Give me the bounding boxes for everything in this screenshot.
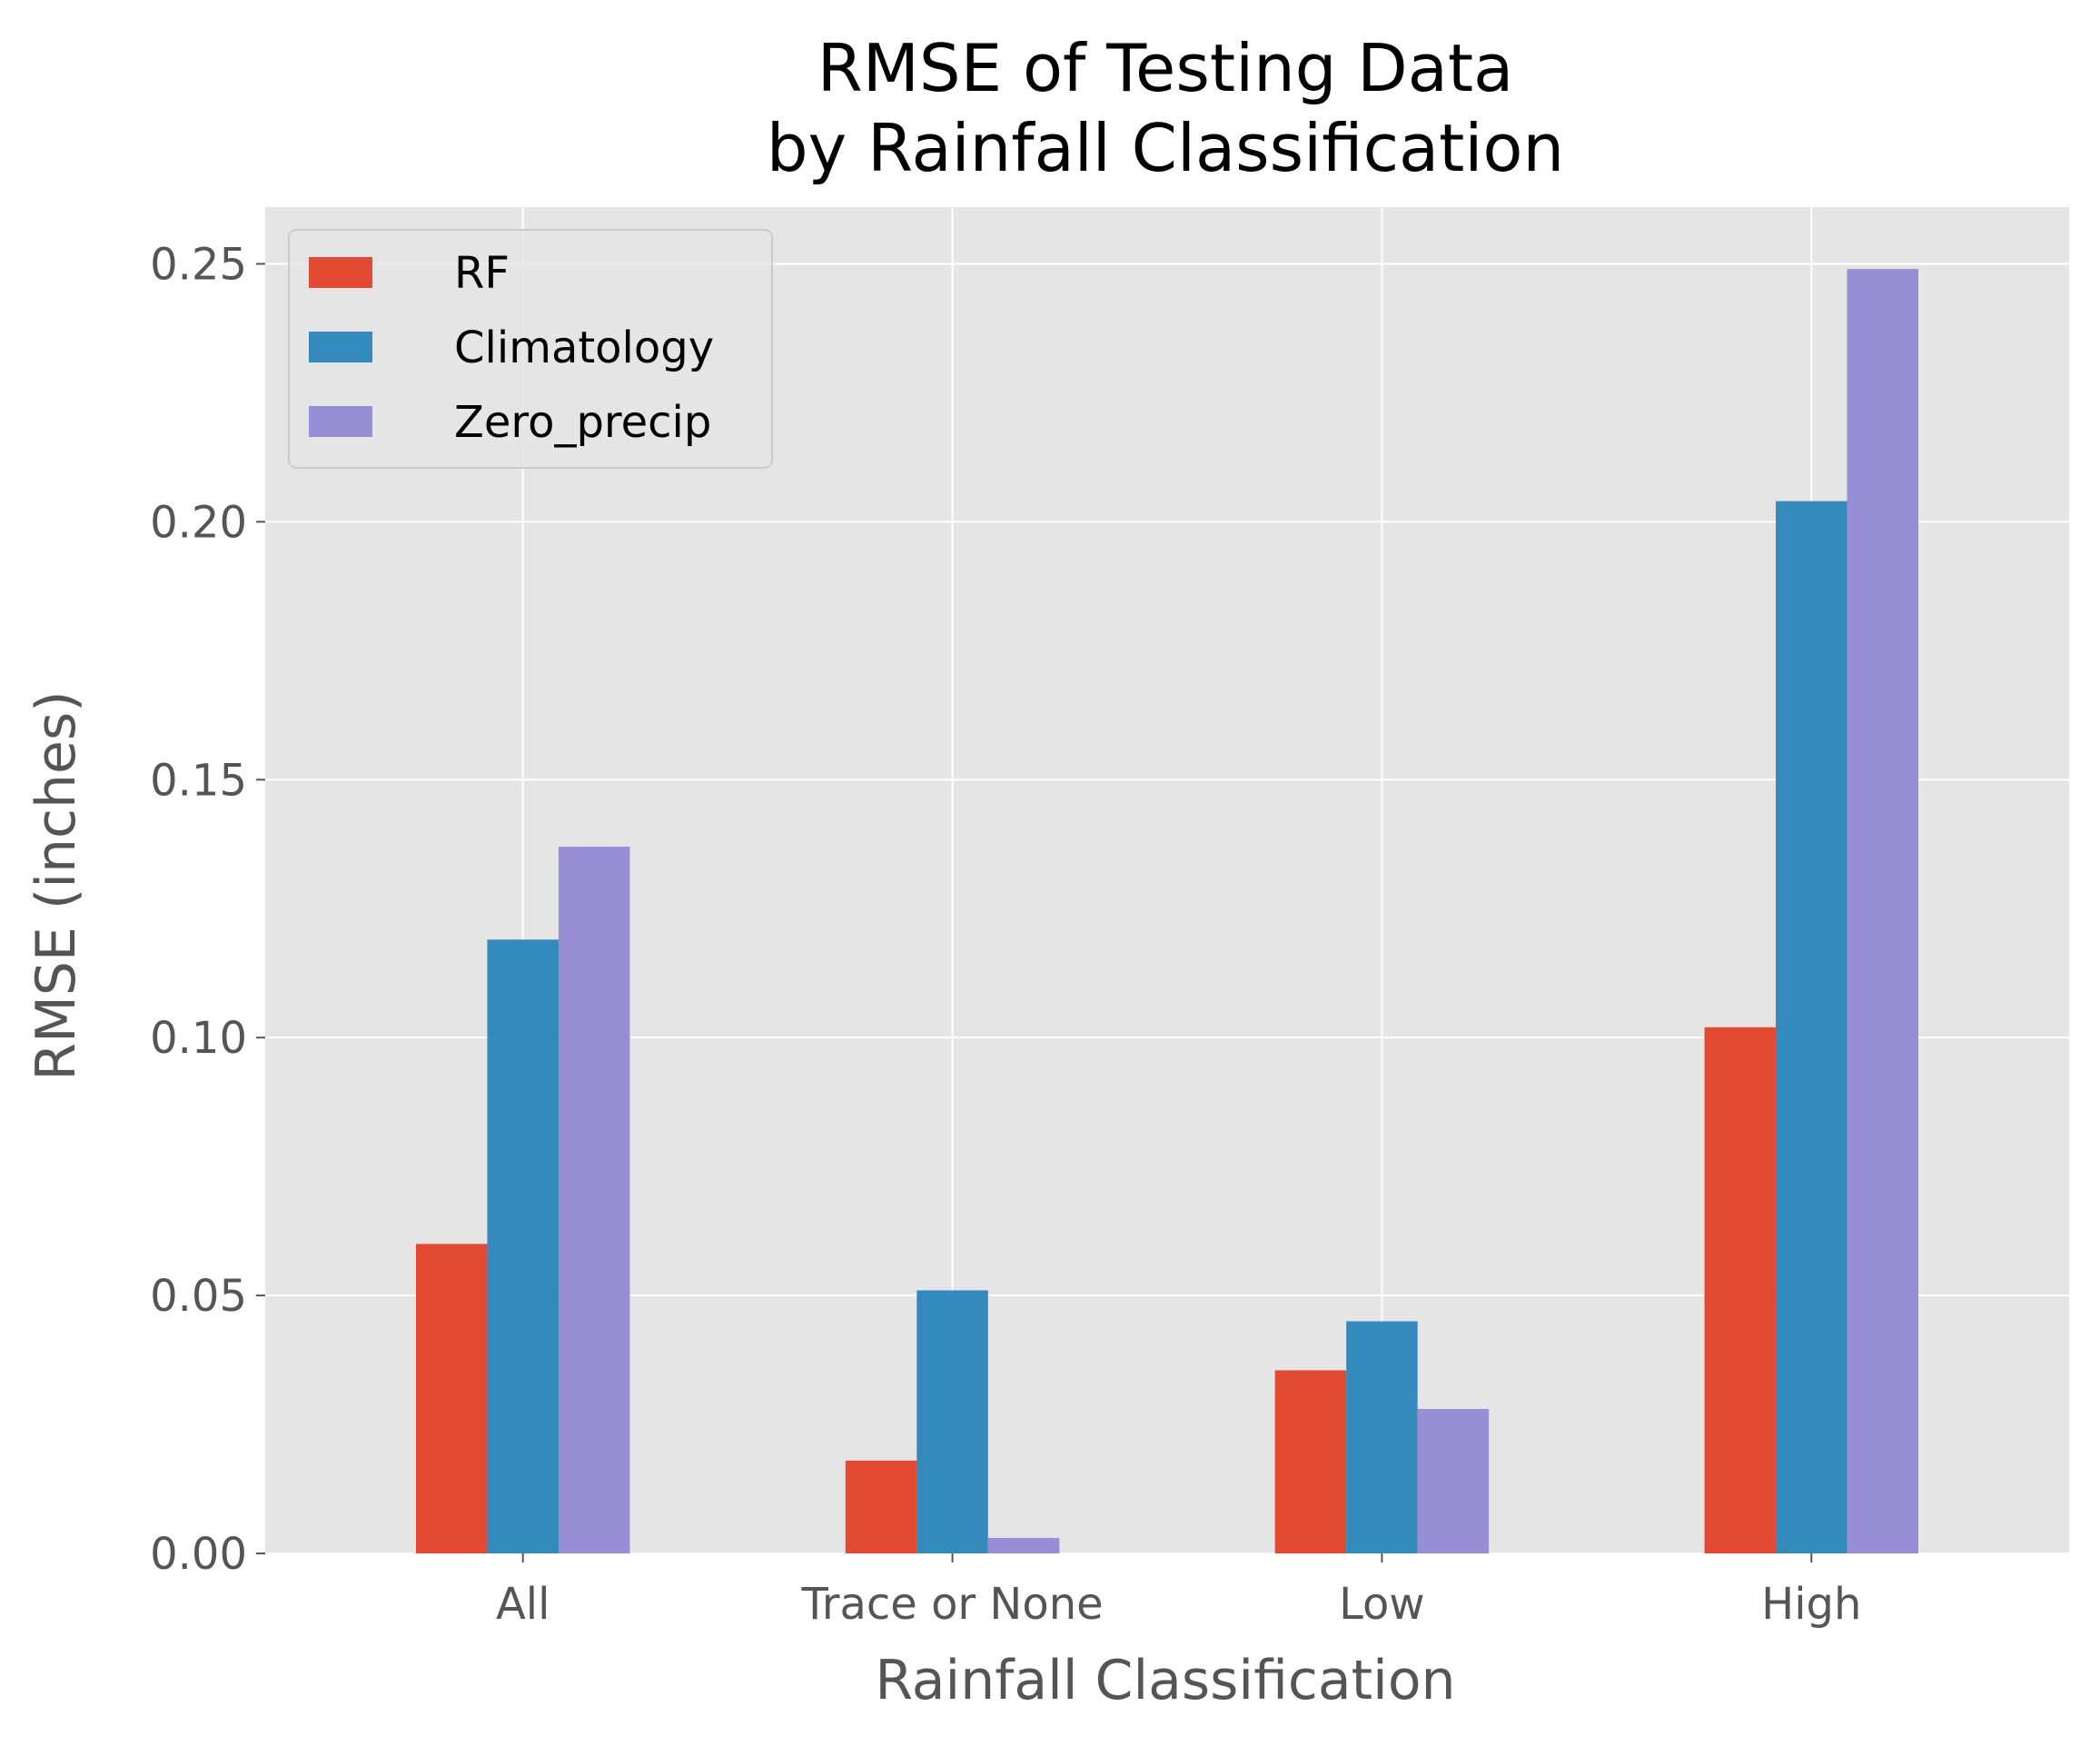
legend-label: Zero_precip <box>454 397 711 448</box>
y-tick-label: 0.20 <box>150 497 247 548</box>
bar-zero-precip-all <box>558 847 630 1553</box>
bar-zero-precip-high <box>1847 269 1919 1553</box>
bars <box>415 269 1919 1553</box>
bar-rf-trace-or-none <box>845 1460 917 1553</box>
legend-swatch <box>309 332 372 362</box>
axis-ticks: 0.00 0.05 0.10 0.15 0.20 0.25 All Trace or None… <box>150 239 1861 1630</box>
bar-zero-precip-trace-or-none <box>987 1537 1060 1553</box>
y-tick-label: 0.05 <box>150 1271 247 1322</box>
x-tick-label: Trace or None <box>800 1579 1103 1630</box>
y-tick-label: 0.10 <box>150 1013 247 1064</box>
chart-title: RMSE of Testing Data by Rainfall Classif… <box>767 30 1564 186</box>
chart-title-line-1: RMSE of Testing Data <box>817 30 1513 106</box>
x-tick-label: Low <box>1339 1579 1425 1630</box>
legend-label: RF <box>454 248 510 299</box>
x-tick-label: High <box>1761 1579 1861 1630</box>
y-axis-label: RMSE (inches) <box>25 690 88 1080</box>
legend-swatch <box>309 406 372 437</box>
bar-climatology-low <box>1346 1321 1418 1553</box>
y-tick-label: 0.00 <box>150 1529 247 1580</box>
y-tick-label: 0.25 <box>150 239 247 290</box>
chart-title-line-2: by Rainfall Classification <box>767 110 1564 186</box>
x-tick-label: All <box>496 1579 550 1630</box>
legend-swatch <box>309 257 372 288</box>
bar-rf-low <box>1274 1370 1347 1553</box>
bar-climatology-all <box>487 939 559 1553</box>
x-axis-label: Rainfall Classification <box>875 1649 1455 1712</box>
bar-zero-precip-low <box>1417 1409 1490 1553</box>
y-tick-label: 0.15 <box>150 755 247 806</box>
legend: RF Climatology Zero_precip <box>288 229 773 469</box>
bar-rf-high <box>1704 1027 1777 1553</box>
bar-rf-all <box>415 1244 488 1553</box>
legend-frame <box>288 229 773 469</box>
bar-climatology-high <box>1776 501 1847 1553</box>
legend-label: Climatology <box>454 322 714 373</box>
bar-climatology-trace-or-none <box>916 1290 988 1553</box>
